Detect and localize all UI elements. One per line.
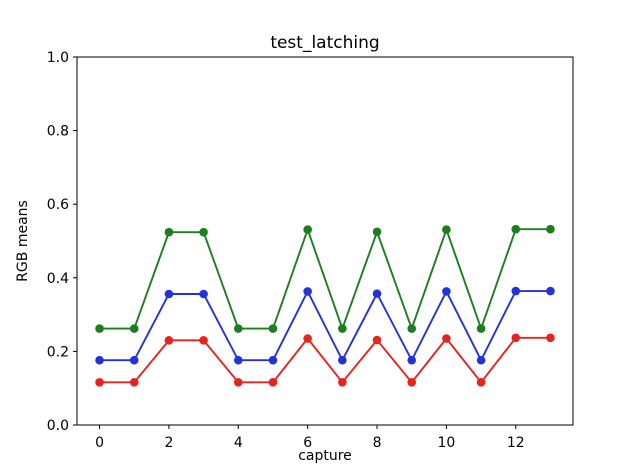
chart-marker-green [129,324,139,333]
chart-marker-green [338,324,347,333]
chart-marker-blue [303,287,312,296]
y-axis-label: RGB means [15,200,31,282]
y-tick-label: 0.4 [47,271,69,287]
chart-marker-blue [268,355,278,365]
x-axis-label: capture [298,448,352,464]
chart-marker-blue [511,286,521,296]
y-tick-label: 1.0 [47,50,69,66]
chart-marker-red [95,378,104,387]
chart-marker-green [546,224,555,234]
chart-marker-green [199,227,208,237]
chart-marker-blue [164,289,174,299]
x-tick-label: 4 [234,435,243,451]
chart-marker-blue [476,355,486,365]
chart-marker-blue [199,289,208,299]
x-tick-label: 0 [95,435,104,451]
chart-marker-blue [233,355,243,365]
chart-marker-green [407,324,417,333]
y-tick-label: 0.8 [47,124,69,140]
chart-marker-green [511,224,521,234]
plot-area: 0.0 0.2 0.4 0.6 0.8 1.0 0 2 4 6 8 10 12 [47,50,574,451]
chart-marker-blue [407,355,417,365]
chart-marker-red [164,336,174,345]
chart-marker-green [95,324,104,333]
chart-line-red [99,336,551,384]
chart-marker-blue [338,355,347,365]
chart-line-blue [99,290,551,362]
chart-marker-red [407,378,417,387]
chart-marker-green [476,324,486,333]
chart-line-green [99,228,551,330]
chart-marker-red [268,378,278,387]
x-tick-label: 6 [303,435,312,451]
y-tick-label: 0.6 [47,197,69,213]
chart-title: test_latching [270,33,379,53]
chart-marker-green [233,324,243,333]
x-tick-label: 2 [164,435,173,451]
chart-marker-blue [546,286,555,296]
chart-marker-red [233,378,243,387]
chart-marker-red [511,333,521,343]
chart-marker-green [303,225,312,234]
chart-marker-red [303,334,312,343]
chart-marker-green [164,227,174,237]
x-tick-label: 8 [373,435,382,451]
y-tick-label: 0.2 [47,344,69,360]
chart-marker-red [199,336,208,345]
y-tick-label: 0.0 [47,418,69,434]
x-tick-label: 12 [507,435,525,451]
chart-marker-red [129,378,139,387]
chart-marker-red [546,333,555,343]
chart-marker-blue [129,355,139,365]
chart-marker-green [268,324,278,333]
chart-marker-red [338,378,347,387]
chart-marker-red [372,335,382,345]
chart-marker-red [476,378,486,387]
plot-border [76,56,574,426]
chart-marker-blue [442,287,451,296]
chart-marker-blue [95,355,104,365]
x-tick-label: 10 [437,435,455,451]
chart-marker-green [442,225,451,234]
chart-marker-green [372,227,382,237]
chart-marker-blue [372,289,382,298]
chart-marker-red [442,334,451,343]
